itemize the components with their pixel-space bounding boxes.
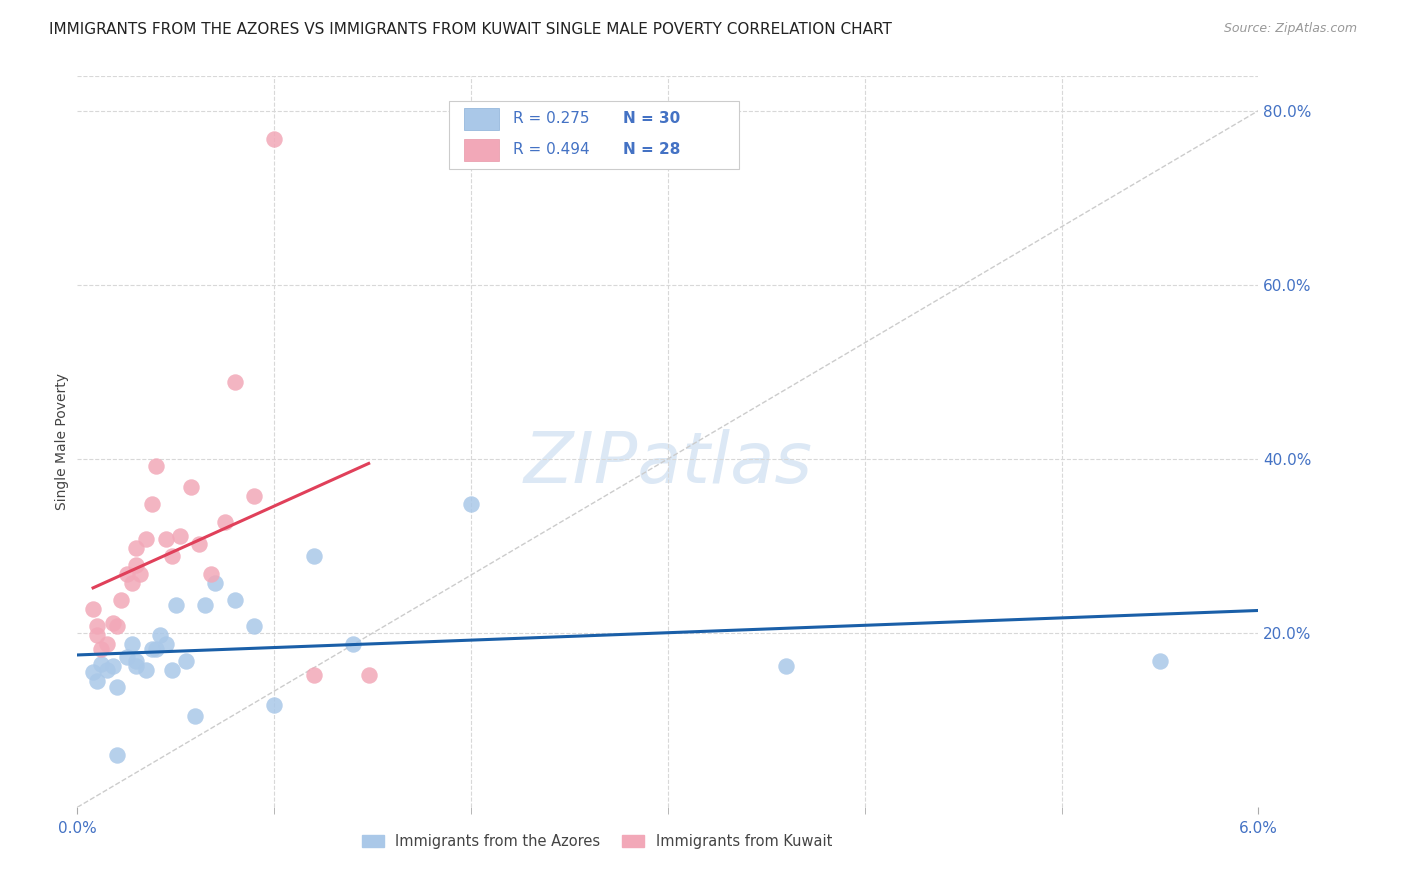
Point (101, 615, 124, 630)
Point (121, 575, 143, 590)
Point (82, 601, 104, 615)
Point (194, 599, 217, 613)
Point (82, 665, 104, 680)
Point (125, 558, 148, 573)
Point (263, 131, 285, 145)
Point (155, 636, 177, 650)
Legend: Immigrants from the Azores, Immigrants from Kuwait: Immigrants from the Azores, Immigrants f… (356, 828, 838, 855)
Point (165, 599, 187, 613)
Point (110, 593, 132, 607)
Point (174, 654, 197, 668)
Point (135, 532, 157, 546)
Point (188, 537, 211, 551)
Point (141, 641, 163, 656)
Point (129, 566, 152, 581)
Point (145, 641, 167, 656)
Point (1149, 654, 1171, 668)
Point (86, 673, 108, 688)
Text: IMMIGRANTS FROM THE AZORES VS IMMIGRANTS FROM KUWAIT SINGLE MALE POVERTY CORRELA: IMMIGRANTS FROM THE AZORES VS IMMIGRANTS… (49, 22, 891, 37)
Point (224, 593, 246, 607)
FancyBboxPatch shape (450, 102, 738, 169)
Text: R = 0.275: R = 0.275 (513, 112, 589, 127)
Point (214, 515, 236, 529)
Point (90, 641, 112, 656)
Point (86, 619, 108, 633)
Point (125, 654, 148, 668)
Text: N = 28: N = 28 (623, 142, 681, 157)
Bar (464, 139, 499, 161)
Point (460, 497, 482, 511)
Point (160, 549, 183, 564)
Point (200, 566, 222, 581)
Point (204, 575, 226, 590)
Point (125, 659, 148, 673)
Point (125, 541, 148, 555)
Point (141, 497, 163, 511)
Text: R = 0.494: R = 0.494 (513, 142, 589, 157)
Point (96, 636, 118, 650)
Point (115, 566, 138, 581)
Point (135, 663, 157, 677)
Point (184, 708, 207, 723)
Point (86, 628, 108, 642)
Text: ZIPatlas: ZIPatlas (523, 429, 813, 498)
Text: Source: ZipAtlas.com: Source: ZipAtlas.com (1223, 22, 1357, 36)
Point (180, 480, 202, 494)
Point (302, 549, 325, 564)
Point (96, 663, 118, 677)
Point (160, 663, 183, 677)
Point (775, 659, 797, 673)
Point (243, 619, 266, 633)
Point (90, 657, 112, 671)
Text: N = 30: N = 30 (623, 112, 681, 127)
Point (243, 489, 266, 503)
Point (121, 636, 143, 650)
Point (149, 628, 172, 642)
Point (302, 668, 325, 682)
Point (145, 458, 167, 473)
Point (155, 532, 177, 546)
Point (342, 636, 364, 650)
Point (263, 698, 285, 712)
Bar (464, 108, 499, 130)
Point (105, 619, 128, 633)
Point (357, 668, 380, 682)
Point (105, 680, 128, 694)
Point (105, 747, 128, 762)
Point (169, 528, 191, 542)
Y-axis label: Single Male Poverty: Single Male Poverty (55, 373, 69, 510)
Point (115, 650, 138, 665)
Point (101, 659, 124, 673)
Point (224, 376, 246, 390)
